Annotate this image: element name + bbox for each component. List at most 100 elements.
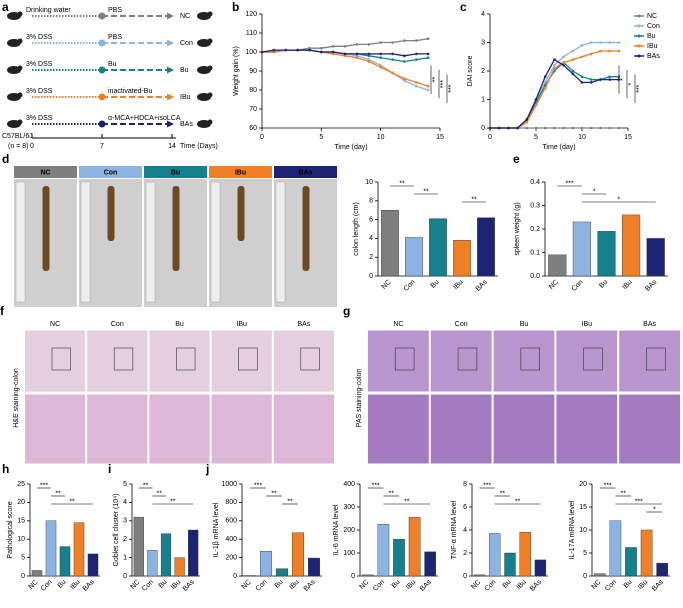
x-tick-label: 15 (624, 134, 632, 141)
bar (656, 562, 669, 577)
series-point (589, 126, 593, 130)
series-point (367, 54, 371, 58)
series-point (571, 126, 575, 130)
y-tick-label: 600 (225, 518, 237, 525)
x-tick-label: Bu (430, 279, 441, 290)
group-label: NC (180, 13, 190, 20)
series-point (367, 43, 371, 46)
stain-label: PAS staining-colon (356, 369, 363, 428)
y-tick-label: 0 (351, 573, 355, 580)
significance-label: * (617, 196, 620, 203)
bar (361, 574, 374, 577)
stain-label: H&E staining-colon (13, 368, 20, 428)
y-tick-label: 5 (583, 550, 587, 557)
x-tick-label: Con (372, 579, 386, 593)
series-point (543, 75, 547, 78)
series-point (308, 46, 311, 50)
series-point (553, 126, 556, 130)
x-tick-label: NC (28, 579, 40, 591)
series-point (608, 126, 611, 130)
panel-label: i (108, 462, 111, 476)
significance-label: ** (271, 490, 277, 497)
significance-label: ** (432, 77, 439, 83)
x-tick-label: 10 (578, 134, 586, 141)
y-tick-label: 20 (579, 481, 587, 488)
treatment-label: α-MCA+HDCA+isoLCA (108, 115, 181, 122)
series-point (391, 58, 394, 61)
arrow-head (167, 66, 174, 74)
micrograph (367, 329, 430, 393)
arrow-head (167, 12, 174, 20)
bar (477, 217, 495, 277)
x-tick-label: 5 (319, 134, 323, 141)
x-tick-label: Bu (623, 579, 634, 590)
series-point (617, 41, 621, 44)
y-tick-label: 120 (245, 11, 257, 18)
y-tick-label: 0.1 (530, 249, 540, 256)
y-axis-label: Weight gain (%) (233, 46, 240, 96)
bar (188, 529, 199, 577)
series-point (543, 126, 547, 130)
x-tick-label: BAs (419, 578, 433, 592)
micrograph (618, 329, 682, 393)
series-point (403, 60, 406, 63)
x-tick-label: NC (129, 579, 141, 591)
series-point (343, 45, 347, 48)
dose-point (98, 12, 106, 20)
x-tick-label: BAs (651, 578, 665, 592)
series-point (589, 81, 593, 84)
x-tick-label: NC (381, 279, 393, 291)
y-tick-label: 25 (17, 481, 25, 488)
x-tick-label: Con (40, 579, 54, 593)
y-tick-label: 1 (123, 554, 127, 561)
micrograph (210, 329, 273, 393)
series-point (617, 126, 621, 130)
series-point (355, 56, 359, 59)
group-header-label: IBu (235, 169, 246, 176)
x-axis-label: Time (day) (542, 144, 575, 151)
y-tick-label: 3 (481, 39, 485, 46)
y-tick-label: 20 (17, 499, 25, 506)
legend-swatch (637, 14, 641, 18)
bar (147, 550, 158, 577)
legend-label: NC (647, 13, 657, 20)
group-header-label: Con (104, 169, 118, 176)
series-point (272, 50, 276, 54)
y-tick-label: 100 (343, 550, 355, 557)
y-tick-label: 2 (123, 536, 127, 543)
bar (45, 520, 57, 577)
series-point (403, 77, 406, 80)
bar (405, 237, 423, 277)
ruler (210, 181, 221, 303)
y-tick-label: 15 (17, 518, 25, 525)
series-point (599, 126, 602, 130)
y-tick-label: 0.2 (530, 226, 540, 233)
bar (31, 570, 43, 577)
significance-label: ** (620, 490, 626, 497)
y-axis-label: spleen weight (g) (514, 202, 521, 255)
ruler (15, 181, 26, 303)
micrograph (555, 329, 619, 393)
significance-label: *** (636, 84, 643, 92)
image-header: BAs (297, 321, 310, 328)
series-point (379, 52, 382, 56)
group-header (79, 166, 142, 178)
significance-label: *** (372, 482, 380, 489)
series-point (391, 52, 394, 56)
x-tick-label: Con (403, 279, 417, 293)
bar (646, 238, 665, 277)
treatment-label: inactivated-Bu (108, 88, 152, 95)
x-tick-label: Con (255, 579, 269, 593)
group-header (209, 166, 272, 178)
y-axis-label: Goblet cell cluster (10⁴) (113, 493, 120, 566)
significance-label: * (593, 188, 596, 195)
series-point (608, 75, 611, 78)
series-point (414, 81, 418, 84)
bar (625, 547, 637, 577)
bar (609, 520, 622, 577)
y-tick-label: 6 (369, 216, 373, 223)
start-label: 3% DSS (26, 61, 53, 68)
time-tick-label: 14 (168, 143, 176, 150)
image-header: Con (455, 321, 468, 328)
zoom-box (176, 347, 196, 371)
